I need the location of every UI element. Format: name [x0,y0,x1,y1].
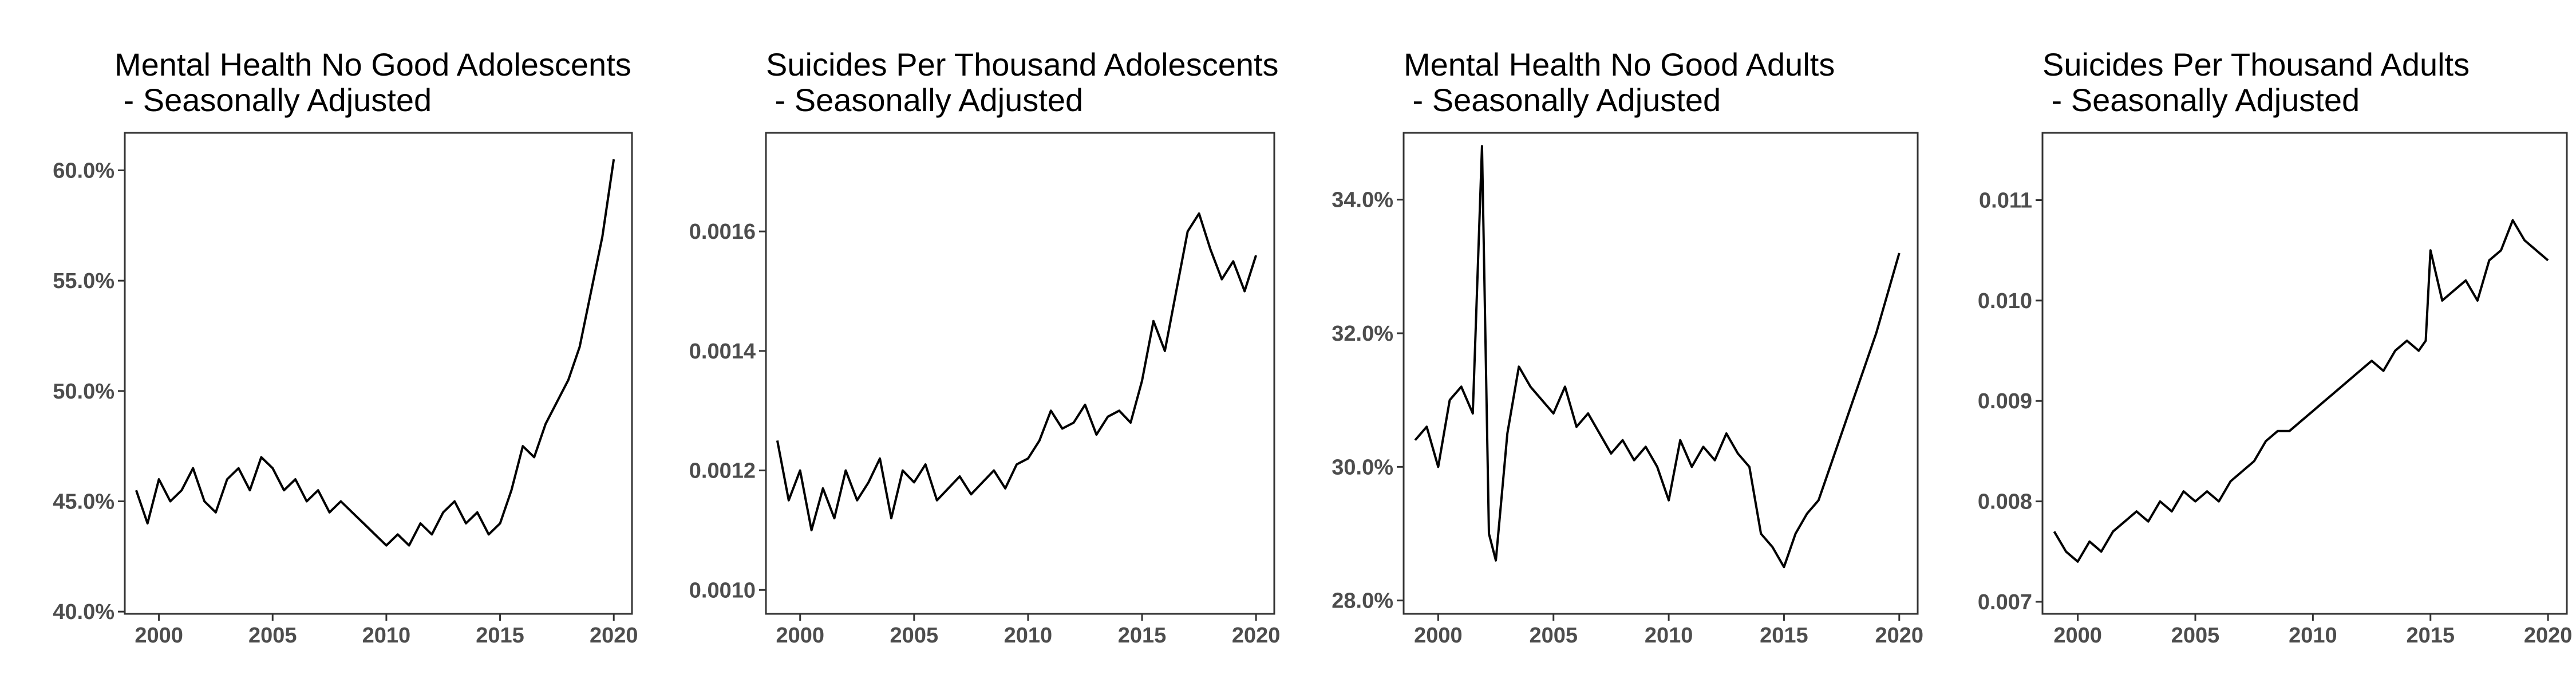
y-tick-label: 0.008 [1978,490,2032,514]
plot-frame [1402,132,1919,615]
y-axis: 0.0010 0.0012 0.0014 0.0016 [689,220,766,602]
x-tick-label: 2015 [1760,624,1808,648]
y-tick-label: 34.0% [1332,188,1393,212]
x-tick-label: 2000 [135,624,183,648]
y-axis: 0.007 0.008 0.009 0.010 0.011 [1978,188,2042,614]
x-tick-label: 2020 [1875,624,1924,648]
y-tick-label: 0.010 [1978,289,2032,313]
y-tick-label: 0.007 [1978,590,2032,614]
x-tick-label: 2010 [1004,624,1053,648]
y-tick-label: 0.0010 [689,578,756,602]
x-axis: 2000 2005 2010 2015 2020 [776,614,1280,648]
y-tick-label: 60.0% [53,159,114,183]
chart-panel-suicides-adolescents: Suicides Per Thousand Adolescents - Seas… [689,46,1281,648]
x-axis: 2000 2005 2010 2015 2020 [135,614,638,648]
panel-title-line1: Mental Health No Good Adults [1404,46,1835,82]
x-tick-label: 2000 [2053,624,2102,648]
x-axis: 2000 2005 2010 2015 2020 [1414,614,1923,648]
x-tick-label: 2005 [890,624,939,648]
panel-title-line1: Mental Health No Good Adolescents [114,46,631,82]
plot-frame [2041,132,2568,615]
y-tick-label: 45.0% [53,490,114,514]
series-group [2053,219,2549,563]
chart-panel-suicides-adults: Suicides Per Thousand Adults - Seasonall… [1978,46,2573,648]
y-tick-label: 0.0014 [689,340,756,364]
x-tick-label: 2000 [776,624,824,648]
x-tick-label: 2020 [590,624,638,648]
x-tick-label: 2010 [362,624,411,648]
x-tick-label: 2020 [1232,624,1281,648]
x-tick-label: 2000 [1414,624,1463,648]
chart-panel-mental-health-adults: Mental Health No Good Adults - Seasonall… [1332,46,1923,648]
series-line [135,159,615,547]
panel-title-line2: - Seasonally Adjusted [114,82,432,118]
plot-frame [124,132,633,615]
x-tick-label: 2010 [2289,624,2337,648]
y-tick-label: 0.011 [1979,188,2032,212]
panel-title-line1: Suicides Per Thousand Adults [2042,46,2470,82]
y-tick-label: 32.0% [1332,322,1393,346]
y-tick-label: 0.009 [1978,389,2032,413]
series-line [776,212,1258,531]
x-tick-label: 2015 [476,624,524,648]
y-tick-label: 40.0% [53,600,114,624]
series-group [1414,145,1901,569]
x-axis: 2000 2005 2010 2015 2020 [2053,614,2572,648]
y-tick-label: 0.0012 [689,459,756,483]
series-line [2053,219,2549,563]
x-tick-label: 2020 [2524,624,2573,648]
y-axis: 40.0% 45.0% 50.0% 55.0% 60.0% [53,159,125,624]
x-tick-label: 2010 [1645,624,1693,648]
panel-title-line2: - Seasonally Adjusted [766,82,1083,118]
panel-title-line2: - Seasonally Adjusted [1404,82,1721,118]
panel-title-line2: - Seasonally Adjusted [2042,82,2360,118]
x-tick-label: 2005 [248,624,297,648]
x-tick-label: 2005 [2171,624,2220,648]
series-group [135,159,615,547]
y-tick-label: 0.0016 [689,220,756,244]
x-tick-label: 2005 [1529,624,1578,648]
y-tick-label: 50.0% [53,380,114,404]
x-tick-label: 2015 [2406,624,2455,648]
y-tick-label: 28.0% [1332,589,1393,613]
series-line [1414,145,1901,569]
x-tick-label: 2015 [1118,624,1167,648]
y-axis: 28.0% 30.0% 32.0% 34.0% [1332,188,1404,613]
series-group [776,212,1258,531]
panel-title-line1: Suicides Per Thousand Adolescents [766,46,1279,82]
plot-frame [765,132,1275,615]
y-tick-label: 55.0% [53,269,114,293]
y-tick-label: 30.0% [1332,455,1393,479]
chart-panel-mental-health-adolescents: Mental Health No Good Adolescents - Seas… [53,46,638,648]
